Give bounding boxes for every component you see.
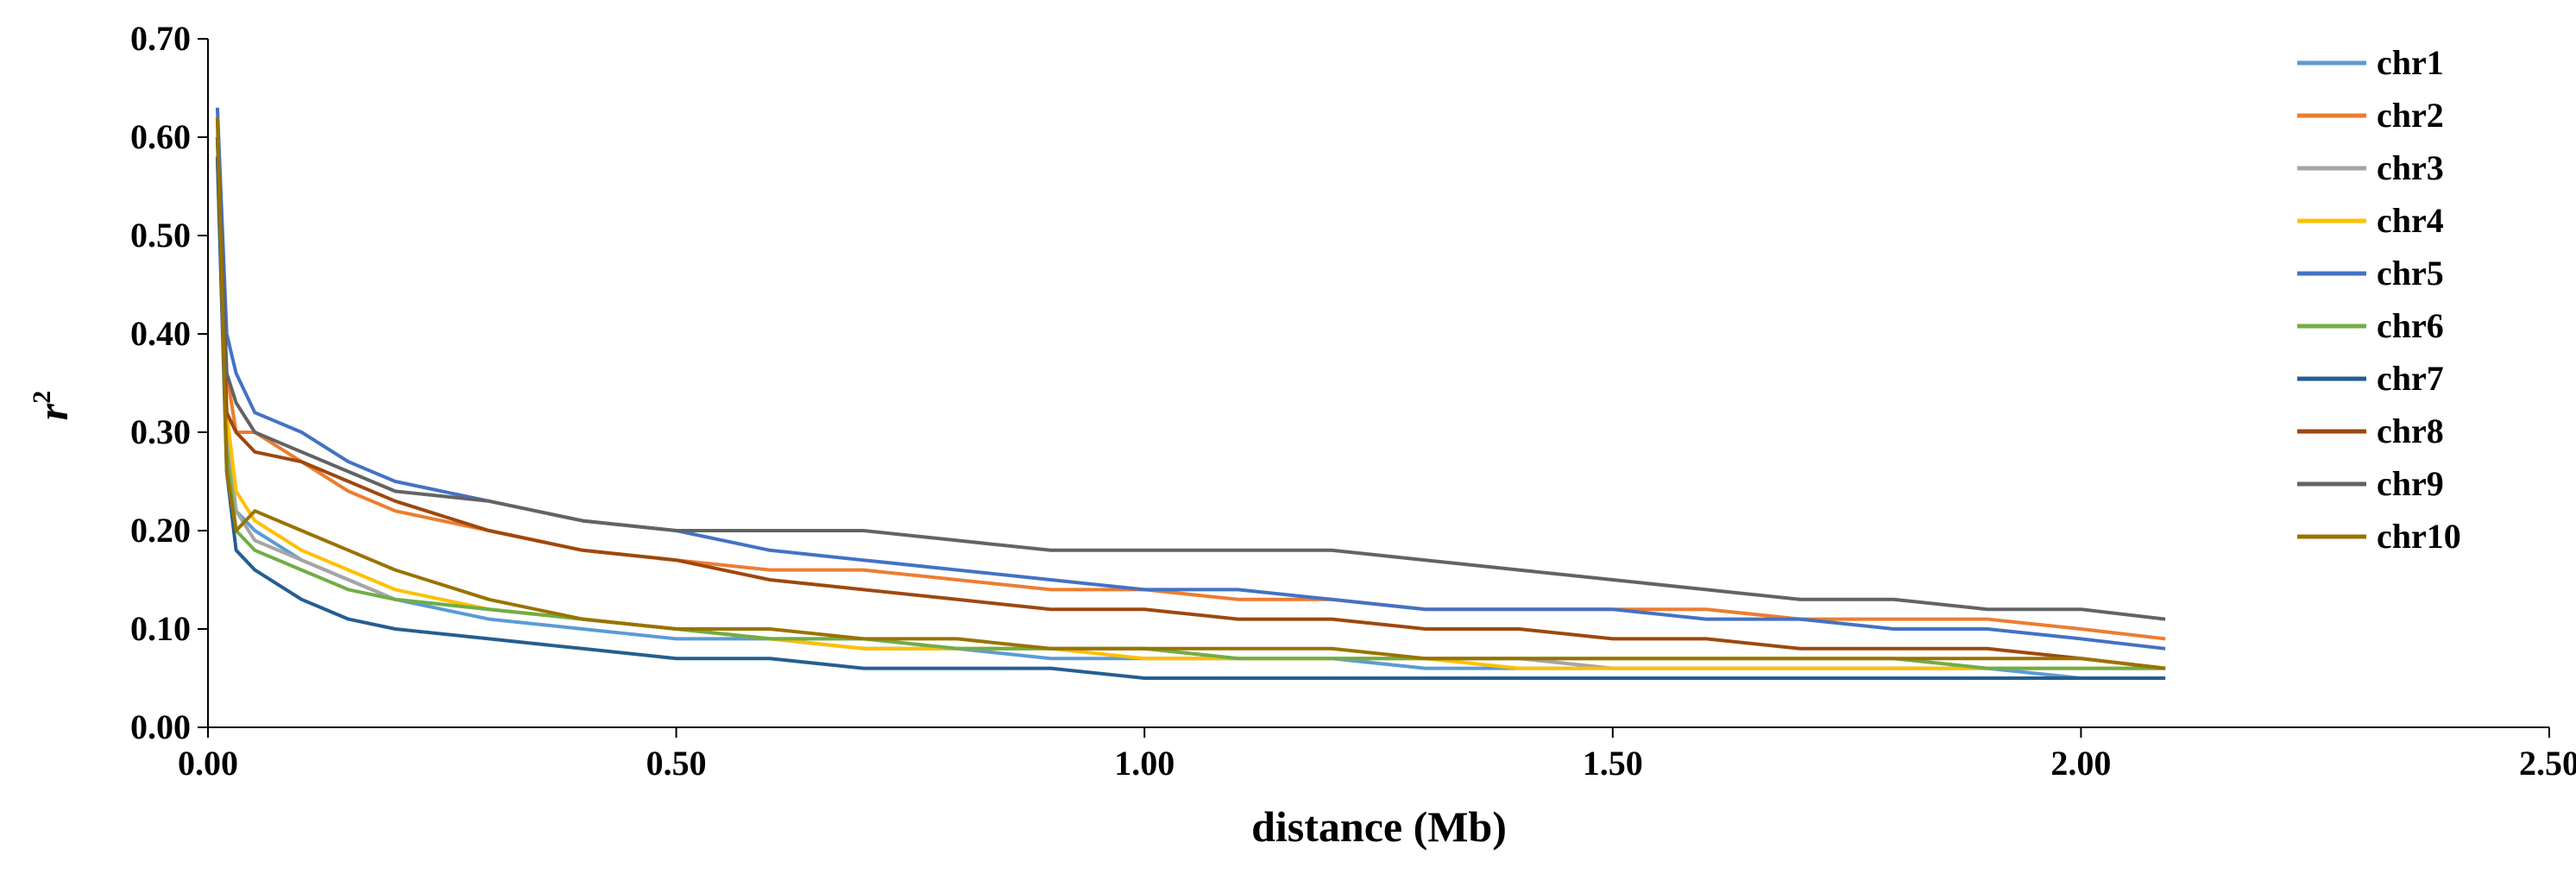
x-axis-title: distance (Mb) (1251, 802, 1507, 851)
series-line-chr10 (215, 117, 2166, 670)
legend-label-chr10: chr10 (2377, 517, 2461, 556)
series-line-chr5 (215, 107, 2166, 651)
y-tick-label: 0.50 (130, 216, 191, 255)
y-axis-title: r2 (28, 391, 77, 420)
y-tick-label: 0.20 (130, 511, 191, 550)
y-tick-label: 0.70 (130, 19, 191, 58)
legend-label-chr4: chr4 (2377, 201, 2444, 240)
series-line-chr8 (215, 136, 2166, 670)
legend-label-chr6: chr6 (2377, 306, 2444, 345)
legend-label-chr9: chr9 (2377, 464, 2444, 503)
y-axis-ticks: 0.00 0.10 0.20 0.30 0.40 0.50 0.60 0.70 (130, 19, 208, 746)
x-tick-label: 2.50 (2519, 744, 2576, 783)
legend-label-chr1: chr1 (2377, 43, 2444, 82)
x-tick-label: 1.50 (1583, 744, 1643, 783)
y-tick-label: 0.10 (130, 609, 191, 648)
plot-lines (215, 107, 2166, 680)
x-tick-label: 1.00 (1114, 744, 1175, 783)
legend-label-chr3: chr3 (2377, 148, 2444, 187)
legend: chr1 chr2 chr3 chr4 chr5 chr6 chr7 chr8 chr9 chr1… (2297, 43, 2461, 556)
legend-label-chr2: chr2 (2377, 96, 2444, 135)
x-tick-label: 0.00 (178, 744, 238, 783)
y-tick-label: 0.00 (130, 707, 191, 746)
series-line-chr2 (215, 136, 2166, 641)
legend-label-chr7: chr7 (2377, 359, 2444, 398)
legend-label-chr8: chr8 (2377, 412, 2444, 450)
y-tick-label: 0.40 (130, 314, 191, 353)
y-axis-title-base: r (28, 403, 77, 420)
y-axis-title-superscript: 2 (28, 391, 56, 404)
series-line-chr6 (215, 156, 2166, 670)
y-tick-label: 0.30 (130, 412, 191, 451)
x-tick-label: 0.50 (646, 744, 707, 783)
y-tick-label: 0.60 (130, 117, 191, 156)
x-tick-label: 2.00 (2050, 744, 2111, 783)
series-line-chr9 (215, 136, 2166, 621)
x-axis-ticks: 0.00 0.50 1.00 1.50 2.00 2.50 (178, 727, 2576, 783)
legend-label-chr5: chr5 (2377, 254, 2444, 292)
series-line-chr7 (215, 156, 2166, 680)
